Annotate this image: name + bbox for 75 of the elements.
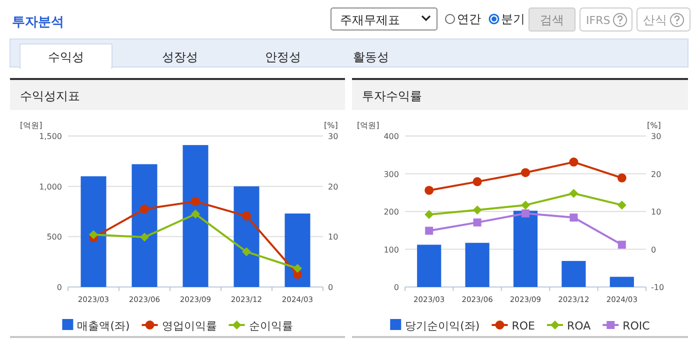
bar	[182, 145, 208, 287]
text: 활동성	[353, 50, 389, 64]
point	[522, 209, 530, 218]
legend-label: ROE	[512, 320, 536, 332]
y-axis-title: [억원]	[357, 121, 380, 130]
y-tick-label: 1,500	[39, 132, 62, 141]
text: 분기	[501, 12, 525, 26]
y-tick-label: 0	[394, 283, 399, 292]
bar	[465, 242, 490, 287]
bar	[610, 276, 634, 287]
y2-tick-label: 10	[651, 208, 662, 216]
legend-label: 영업이익률	[162, 320, 217, 332]
y2-tick-label: -10	[651, 283, 664, 292]
point	[89, 230, 98, 240]
y2-tick-label: 20	[651, 170, 662, 179]
y2-axis-title: [%]	[647, 121, 661, 130]
legend-label: 매출액(좌)	[77, 320, 130, 332]
y-tick-label: 1,000	[39, 182, 62, 192]
point	[617, 200, 626, 210]
bar	[513, 210, 538, 287]
y2-tick-label: 30	[651, 132, 662, 141]
point	[293, 264, 302, 273]
bar	[562, 260, 586, 287]
point	[425, 226, 434, 235]
point	[191, 210, 200, 219]
point	[242, 212, 251, 221]
text: 검색	[540, 13, 564, 27]
bar	[132, 164, 158, 287]
y-tick-label: 400	[384, 132, 399, 141]
point	[617, 173, 626, 182]
y-tick-label: 200	[384, 208, 399, 216]
text: 산식	[643, 13, 667, 27]
y-tick-label: 500	[46, 232, 62, 242]
point	[569, 188, 578, 198]
y2-tick-label: 30	[328, 132, 338, 141]
y-tick-label: 0	[56, 283, 62, 292]
text: IFRS	[586, 14, 610, 27]
point	[191, 196, 200, 206]
text: 투자분석	[12, 15, 64, 30]
y-axis-title: [억원]	[20, 121, 42, 130]
point	[472, 177, 482, 186]
text: 주재무제표	[340, 13, 400, 27]
point	[569, 158, 578, 167]
bar	[234, 186, 260, 287]
text: 성장성	[162, 50, 198, 64]
point	[424, 186, 434, 195]
point	[472, 205, 482, 214]
point	[140, 204, 149, 214]
y2-tick-label: 0	[651, 245, 656, 254]
text: 수익성	[48, 50, 84, 64]
point	[521, 168, 530, 178]
y-tick-label: 300	[384, 170, 399, 179]
legend-label: ROIC	[622, 320, 650, 332]
chart-title: 투자수익률	[362, 89, 422, 103]
text: 안정성	[265, 50, 301, 64]
point	[140, 232, 149, 242]
text: 연간	[457, 12, 481, 26]
y2-tick-label: 20	[328, 182, 338, 192]
y2-tick-label: 0	[328, 283, 334, 292]
chart-title: 수익성지표	[20, 89, 80, 103]
point	[618, 240, 626, 249]
point	[424, 210, 434, 220]
bar	[80, 176, 106, 287]
point	[521, 200, 530, 210]
point	[473, 218, 482, 226]
bar	[284, 214, 310, 287]
y-tick-label: 100	[384, 245, 399, 254]
point	[242, 247, 251, 256]
legend-label: 순이익률	[248, 320, 293, 332]
y2-axis-title: [%]	[324, 121, 338, 130]
bar	[417, 244, 442, 287]
point	[570, 214, 578, 222]
legend-label: ROA	[566, 320, 592, 332]
y2-tick-label: 10	[328, 232, 338, 242]
legend-label: 당기순이익(좌)	[405, 320, 480, 332]
